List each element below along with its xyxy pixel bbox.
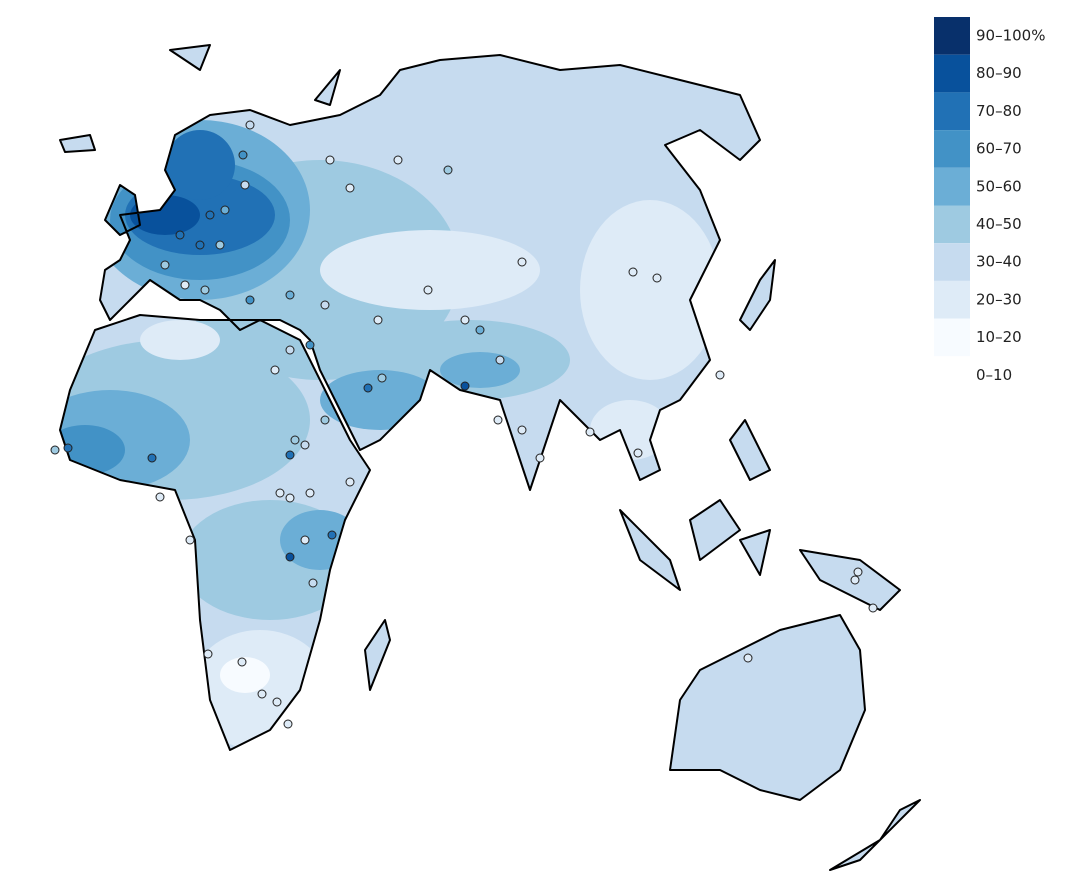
sample-point	[633, 448, 643, 458]
sample-point	[205, 210, 215, 220]
sample-point	[215, 240, 225, 250]
contour-band	[220, 657, 270, 693]
sample-point	[195, 240, 205, 250]
legend-swatch	[934, 130, 970, 168]
contour-band	[165, 130, 235, 200]
sample-point	[240, 180, 250, 190]
legend-label: 90–100%	[976, 27, 1045, 45]
contour-band	[580, 200, 720, 380]
sample-point	[180, 280, 190, 290]
legend-label: 0–10	[976, 366, 1012, 384]
sample-point	[245, 120, 255, 130]
sample-point	[283, 719, 293, 729]
sample-point	[270, 365, 280, 375]
legend-swatch	[934, 54, 970, 93]
sample-point	[305, 340, 315, 350]
sample-point	[715, 370, 725, 380]
contour-band	[130, 195, 200, 235]
sample-point	[363, 383, 373, 393]
sample-point	[853, 567, 863, 577]
sample-point	[628, 267, 638, 277]
sample-point	[743, 653, 753, 663]
sample-point	[63, 443, 73, 453]
legend-label: 50–60	[976, 177, 1022, 195]
sample-point	[285, 493, 295, 503]
sample-point	[377, 373, 387, 383]
sample-point	[393, 155, 403, 165]
legend-swatch	[934, 280, 970, 319]
legend-swatch	[934, 318, 970, 357]
sample-point	[300, 535, 310, 545]
sample-point	[147, 453, 157, 463]
legend-label: 30–40	[976, 253, 1022, 271]
legend-swatch	[934, 356, 970, 394]
sample-point	[237, 657, 247, 667]
sample-point	[175, 230, 185, 240]
sample-point	[203, 649, 213, 659]
legend-label: 40–50	[976, 215, 1022, 233]
sample-point	[290, 435, 300, 445]
sample-point	[285, 552, 295, 562]
legend-swatch	[934, 243, 970, 281]
sample-point	[308, 578, 318, 588]
contour-band	[440, 352, 520, 388]
sample-point	[460, 315, 470, 325]
legend-swatch	[934, 205, 970, 244]
sample-point	[517, 425, 527, 435]
sample-point	[160, 260, 170, 270]
sample-point	[423, 285, 433, 295]
sample-point	[345, 477, 355, 487]
sample-point	[50, 445, 60, 455]
sample-point	[200, 285, 210, 295]
sample-point	[327, 530, 337, 540]
sample-point	[320, 415, 330, 425]
sample-point	[238, 150, 248, 160]
contour-band	[590, 400, 670, 460]
sample-point	[460, 381, 470, 391]
legend-label: 70–80	[976, 102, 1022, 120]
sample-point	[652, 273, 662, 283]
sample-point	[285, 450, 295, 460]
legend-label: 80–90	[976, 64, 1022, 82]
sample-point	[493, 415, 503, 425]
sample-point	[325, 155, 335, 165]
sample-point	[257, 689, 267, 699]
sample-point	[373, 315, 383, 325]
contour-band	[140, 320, 220, 360]
sample-point	[275, 488, 285, 498]
sample-points	[50, 120, 878, 729]
sample-point	[155, 492, 165, 502]
sample-point	[535, 453, 545, 463]
legend: 90–100% 80–90 70–80 60–70 50–60 40–50 30–40 20–…	[934, 17, 1045, 394]
sample-point	[300, 440, 310, 450]
legend-label: 60–70	[976, 140, 1022, 158]
legend-swatch	[934, 167, 970, 206]
sample-point	[495, 355, 505, 365]
sample-point	[220, 205, 230, 215]
sample-point	[475, 325, 485, 335]
sample-point	[850, 575, 860, 585]
sample-point	[585, 427, 595, 437]
sample-point	[285, 290, 295, 300]
sample-point	[185, 535, 195, 545]
contour-band	[320, 230, 540, 310]
sample-point	[868, 603, 878, 613]
sample-point	[272, 697, 282, 707]
sample-point	[285, 345, 295, 355]
sample-point	[517, 257, 527, 267]
sample-point	[320, 300, 330, 310]
legend-label: 10–20	[976, 328, 1022, 346]
sample-point	[345, 183, 355, 193]
sample-point	[245, 295, 255, 305]
legend-swatch	[934, 92, 970, 131]
sample-point	[305, 488, 315, 498]
legend-swatch	[934, 17, 970, 55]
sample-point	[443, 165, 453, 175]
legend-label: 20–30	[976, 290, 1022, 308]
